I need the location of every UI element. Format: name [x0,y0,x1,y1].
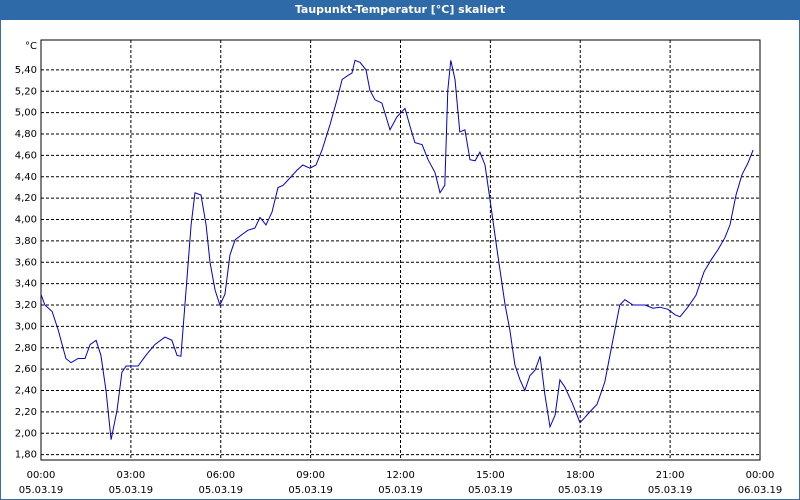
x-tick-date: 05.03.19 [288,485,333,496]
x-tick-date: 05.03.19 [468,485,513,496]
x-tick-label: 03:00 [116,470,145,481]
chart-title: Taupunkt-Temperatur [°C] skaliert [295,3,505,16]
y-tick-label: 4,00 [15,215,37,226]
y-tick-label: 4,60 [15,150,37,161]
x-tick-label: 18:00 [566,470,595,481]
x-tick-date: 05.03.19 [378,485,423,496]
y-tick-label: 5,40 [15,65,37,76]
y-tick-label: 4,40 [15,172,37,183]
y-tick-label: 2,40 [15,386,37,397]
y-tick-label: 3,20 [15,300,37,311]
x-tick-date: 06.03.19 [738,485,783,496]
y-tick-label: 3,00 [15,321,37,332]
x-tick-label: 12:00 [386,470,415,481]
x-tick-label: 00:00 [746,470,775,481]
y-tick-label: 1,80 [15,450,37,461]
y-tick-label: 5,20 [15,86,37,97]
y-tick-label: 5,00 [15,108,37,119]
y-tick-label: 2,20 [15,407,37,418]
y-tick-label: 2,60 [15,364,37,375]
x-tick-date: 05.03.19 [648,485,693,496]
x-tick-date: 05.03.19 [198,485,243,496]
y-tick-label: 2,00 [15,428,37,439]
x-tick-date: 05.03.19 [109,485,154,496]
y-tick-label: 2,80 [15,343,37,354]
y-tick-label: 4,80 [15,129,37,140]
data-line [40,59,754,440]
x-tick-label: 06:00 [206,470,235,481]
y-tick-label: 4,20 [15,193,37,204]
x-tick-label: 21:00 [656,470,685,481]
x-tick-label: 15:00 [476,470,505,481]
y-tick-label: 3,80 [15,236,37,247]
title-bar [0,0,800,20]
y-tick-label: 3,40 [15,279,37,290]
x-tick-label: 00:00 [27,470,56,481]
y-tick-label: 3,60 [15,257,37,268]
x-tick-date: 05.03.19 [558,485,603,496]
x-tick-label: 09:00 [296,470,325,481]
y-unit: °C [25,41,37,52]
x-tick-date: 05.03.19 [19,485,64,496]
